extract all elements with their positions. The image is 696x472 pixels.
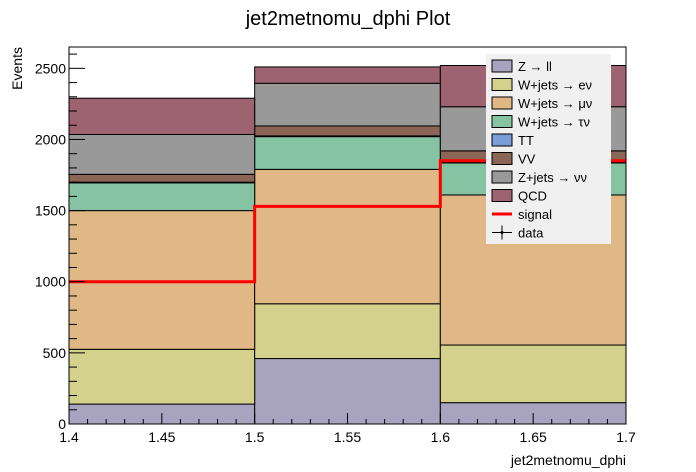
x-axis-label: jet2metnomu_dphi (510, 452, 626, 468)
signal-line (69, 159, 626, 284)
legend-label-z-ll: Z → ll (518, 59, 552, 74)
bar-w-jets-e-bin-3 (439, 344, 627, 404)
legend-swatch-w-jets-e (491, 78, 513, 91)
legend-swatch-data (500, 231, 504, 234)
y-tick-label-6: 2500 (35, 60, 66, 76)
legend-label-data: data (518, 226, 544, 241)
legend-swatch-z-jets (491, 170, 513, 184)
bar-w-jets-e-bin-1 (68, 348, 256, 405)
x-tick-label-2: 1.45 (148, 429, 175, 445)
bar-w-jets-e-bin-2 (254, 303, 441, 360)
x-tick-label-5: 1.6 (431, 429, 451, 445)
x-tick-label-7: 1.7 (616, 429, 636, 445)
bar-z-jets-bin-2 (254, 82, 441, 127)
legend-swatch-z-ll (491, 59, 513, 73)
stacked-bars (68, 64, 627, 425)
tick-labels: 1.4 1.45 1.5 1.55 1.6 1.65 1.7 0 500 1000 1500 2000… (35, 60, 636, 445)
y-tick-label-4: 1500 (35, 203, 66, 219)
legend-label-w-jets: W+jets → τν (518, 115, 590, 130)
legend-swatch-vv (491, 152, 513, 165)
bar-vv-bin-1 (68, 173, 256, 183)
x-tick-label-6: 1.65 (520, 429, 547, 445)
legend-swatch-w-jets (491, 115, 513, 128)
y-tick-label-3: 1000 (35, 274, 66, 290)
bar-qcd-bin-2 (254, 66, 441, 84)
legend-swatch-w-jets (491, 96, 513, 110)
y-tick-label-2: 500 (43, 345, 67, 361)
x-tick-label-3: 1.5 (245, 429, 265, 445)
bar-w-jets-bin-1 (68, 210, 256, 350)
x-tick-label-4: 1.55 (334, 429, 361, 445)
legend-swatch-tt (491, 133, 513, 147)
bar-w-jets-bin-2 (254, 168, 441, 305)
legend-label-vv: VV (518, 152, 536, 167)
bar-vv-bin-2 (254, 125, 441, 137)
y-tick-label-5: 2000 (35, 131, 66, 147)
legend-label-w-jets-e: W+jets → eν (518, 78, 592, 93)
bar-z-jets-bin-1 (68, 133, 256, 175)
chart-title: jet2metnomu_dphi Plot (245, 8, 451, 30)
y-tick-label-1: 0 (58, 416, 66, 432)
y-axis-label: Events (9, 47, 25, 90)
legend-label-qcd: QCD (518, 189, 547, 204)
legend-label-w-jets: W+jets → μν (518, 96, 592, 111)
legend: Z → ll W+jets → eν W+jets → μν W+jets → τν T… (486, 54, 611, 244)
legend-label-signal: signal (518, 207, 552, 222)
bar-w-jets-bin-2 (254, 136, 441, 170)
legend-label-tt: TT (518, 133, 534, 148)
x-tick-label-1: 1.4 (59, 429, 79, 445)
signal-histogram (69, 159, 626, 284)
bar-w-jets-bin-1 (68, 182, 256, 212)
legend-label-z-jets: Z+jets → νν (518, 170, 587, 185)
legend-swatch-qcd (491, 189, 513, 202)
axes (68, 46, 627, 425)
bar-qcd-bin-1 (68, 97, 256, 135)
